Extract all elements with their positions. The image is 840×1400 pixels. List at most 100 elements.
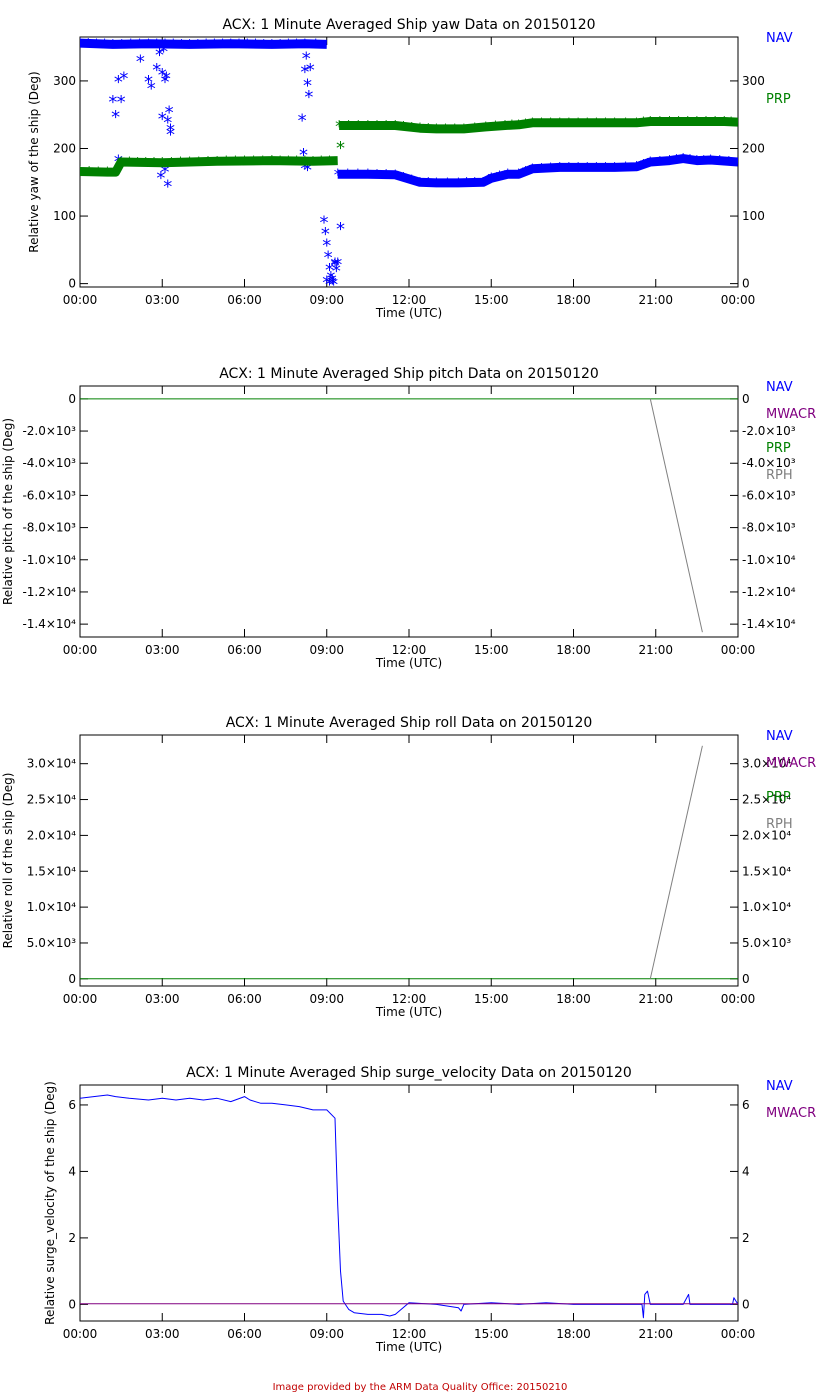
chart-panel-4: ACX: 1 Minute Averaged Ship surge_veloci… [43,1065,816,1354]
series-point-nav: * [330,254,339,275]
series-marker-nav: * [400,168,408,187]
series-point-nav: * [166,121,175,142]
series-marker-nav: * [127,35,135,54]
series-marker-prp: * [125,153,133,172]
series-marker-nav: * [424,174,432,193]
series-marker-prp: * [451,120,459,139]
series-marker-nav: * [373,165,381,184]
chart-title: ACX: 1 Minute Averaged Ship pitch Data o… [219,366,599,382]
x-axis-label: Time (UTC) [375,656,442,670]
series-marker-prp: * [622,114,630,133]
series-marker-prp: * [646,112,654,131]
series-marker-prp: * [592,114,600,133]
series-point-nav: * [165,102,174,123]
y-tick-label: 1.0×10⁴ [27,900,76,914]
series-marker-nav: * [487,169,495,188]
series-marker-prp: * [85,163,93,182]
series-line-rph [649,745,703,979]
x-tick-label: 00:00 [63,992,98,1006]
chart-panel-2: ACX: 1 Minute Averaged Ship pitch Data o… [1,366,816,670]
series-point-nav: * [158,65,167,86]
series-marker-prp: * [508,116,516,135]
y-axis-label: Relative surge_velocity of the ship (Deg… [43,1081,57,1325]
series-marker-nav: * [707,151,715,170]
y-tick-label: 3.0×10⁴ [27,757,76,771]
x-tick-label: 09:00 [309,1327,344,1341]
legend-nav: NAV [766,31,793,46]
x-axis-label: Time (UTC) [375,1005,442,1019]
series-marker-nav: * [522,162,530,181]
y-tick-label: 5.0×10³ [27,936,76,950]
series-marker-prp: * [167,153,175,172]
series-marker-nav: * [693,152,701,171]
series-marker-prp: * [639,113,647,132]
series-marker-nav: * [515,165,523,184]
series-marker-nav: * [334,165,342,184]
x-tick-label: 18:00 [556,1327,591,1341]
series-line-prp [339,117,738,134]
plot-frame [79,385,739,638]
series-marker-nav: * [725,152,733,171]
x-axis-label: Time (UTC) [375,1340,442,1354]
series-point-nav: * [300,62,309,83]
y-tick-label-right: -1.2×10⁴ [742,585,796,599]
series-point-nav: * [325,275,334,296]
series-marker-nav: * [408,171,416,190]
x-tick-label: 00:00 [63,293,98,307]
series-point-nav: * [322,235,331,256]
plot-frame [79,734,739,987]
series-point-nav: * [336,219,345,240]
x-tick-label: 18:00 [556,992,591,1006]
series-marker-prp: * [117,153,125,172]
x-tick-label: 15:00 [474,1327,509,1341]
series-marker-prp: * [284,152,292,171]
series-point-nav: * [152,60,161,81]
series-marker-prp: * [112,163,120,182]
series-marker-prp: * [259,152,267,171]
y-tick-label: -8.0×10³ [22,521,76,535]
series-marker-nav: * [601,158,609,177]
y-tick-label-right: -8.0×10³ [742,521,796,535]
series-point-nav: * [328,273,337,294]
series-point-nav: * [322,273,331,294]
y-tick-label-right: 1.5×10⁴ [742,864,791,878]
y-tick-label: 0 [68,972,76,986]
series-marker-prp: * [633,114,641,133]
series-point-nav: * [330,256,339,277]
series-point-nav: * [108,92,117,113]
y-tick-label-right: 2.5×10⁴ [742,793,791,807]
series-marker-prp: * [416,119,424,138]
series-marker-prp: * [583,114,591,133]
series-marker-prp: * [471,119,479,138]
series-marker-nav: * [364,165,372,184]
y-tick-label: 200 [53,141,76,155]
series-point-nav: * [333,254,342,275]
y-axis-label: Relative pitch of the ship (Deg) [1,418,15,605]
series-marker-prp: * [276,152,284,171]
series-marker-prp: * [491,117,499,136]
y-tick-label: 100 [53,209,76,223]
series-point-nav: * [147,79,156,100]
series-marker-prp: * [373,117,381,136]
series-marker-prp: * [76,162,84,181]
series-marker-prp: * [177,153,185,172]
chart-title: ACX: 1 Minute Averaged Ship roll Data on… [226,715,593,731]
y-tick-label-right: 0 [742,392,750,406]
series-marker-prp: * [345,117,353,136]
series-marker-prp: * [408,118,416,137]
series-marker-prp: * [675,112,683,131]
series-marker-nav: * [202,35,210,54]
plot-area [80,1094,738,1319]
y-axis-label: Relative yaw of the ship (Deg) [27,71,41,252]
legend-nav: NAV [766,380,793,395]
series-marker-nav: * [382,166,390,185]
legend-prp: PRP [766,790,791,805]
series-point-nav: * [304,87,313,108]
series-marker-nav: * [109,35,117,54]
series-point-nav: * [306,60,315,81]
series-marker-nav: * [504,165,512,184]
y-tick-label-right: -6.0×10³ [742,488,796,502]
y-tick-label-right: -1.4×10⁴ [742,617,796,631]
x-tick-label: 21:00 [638,293,673,307]
x-tick-label: 09:00 [309,293,344,307]
